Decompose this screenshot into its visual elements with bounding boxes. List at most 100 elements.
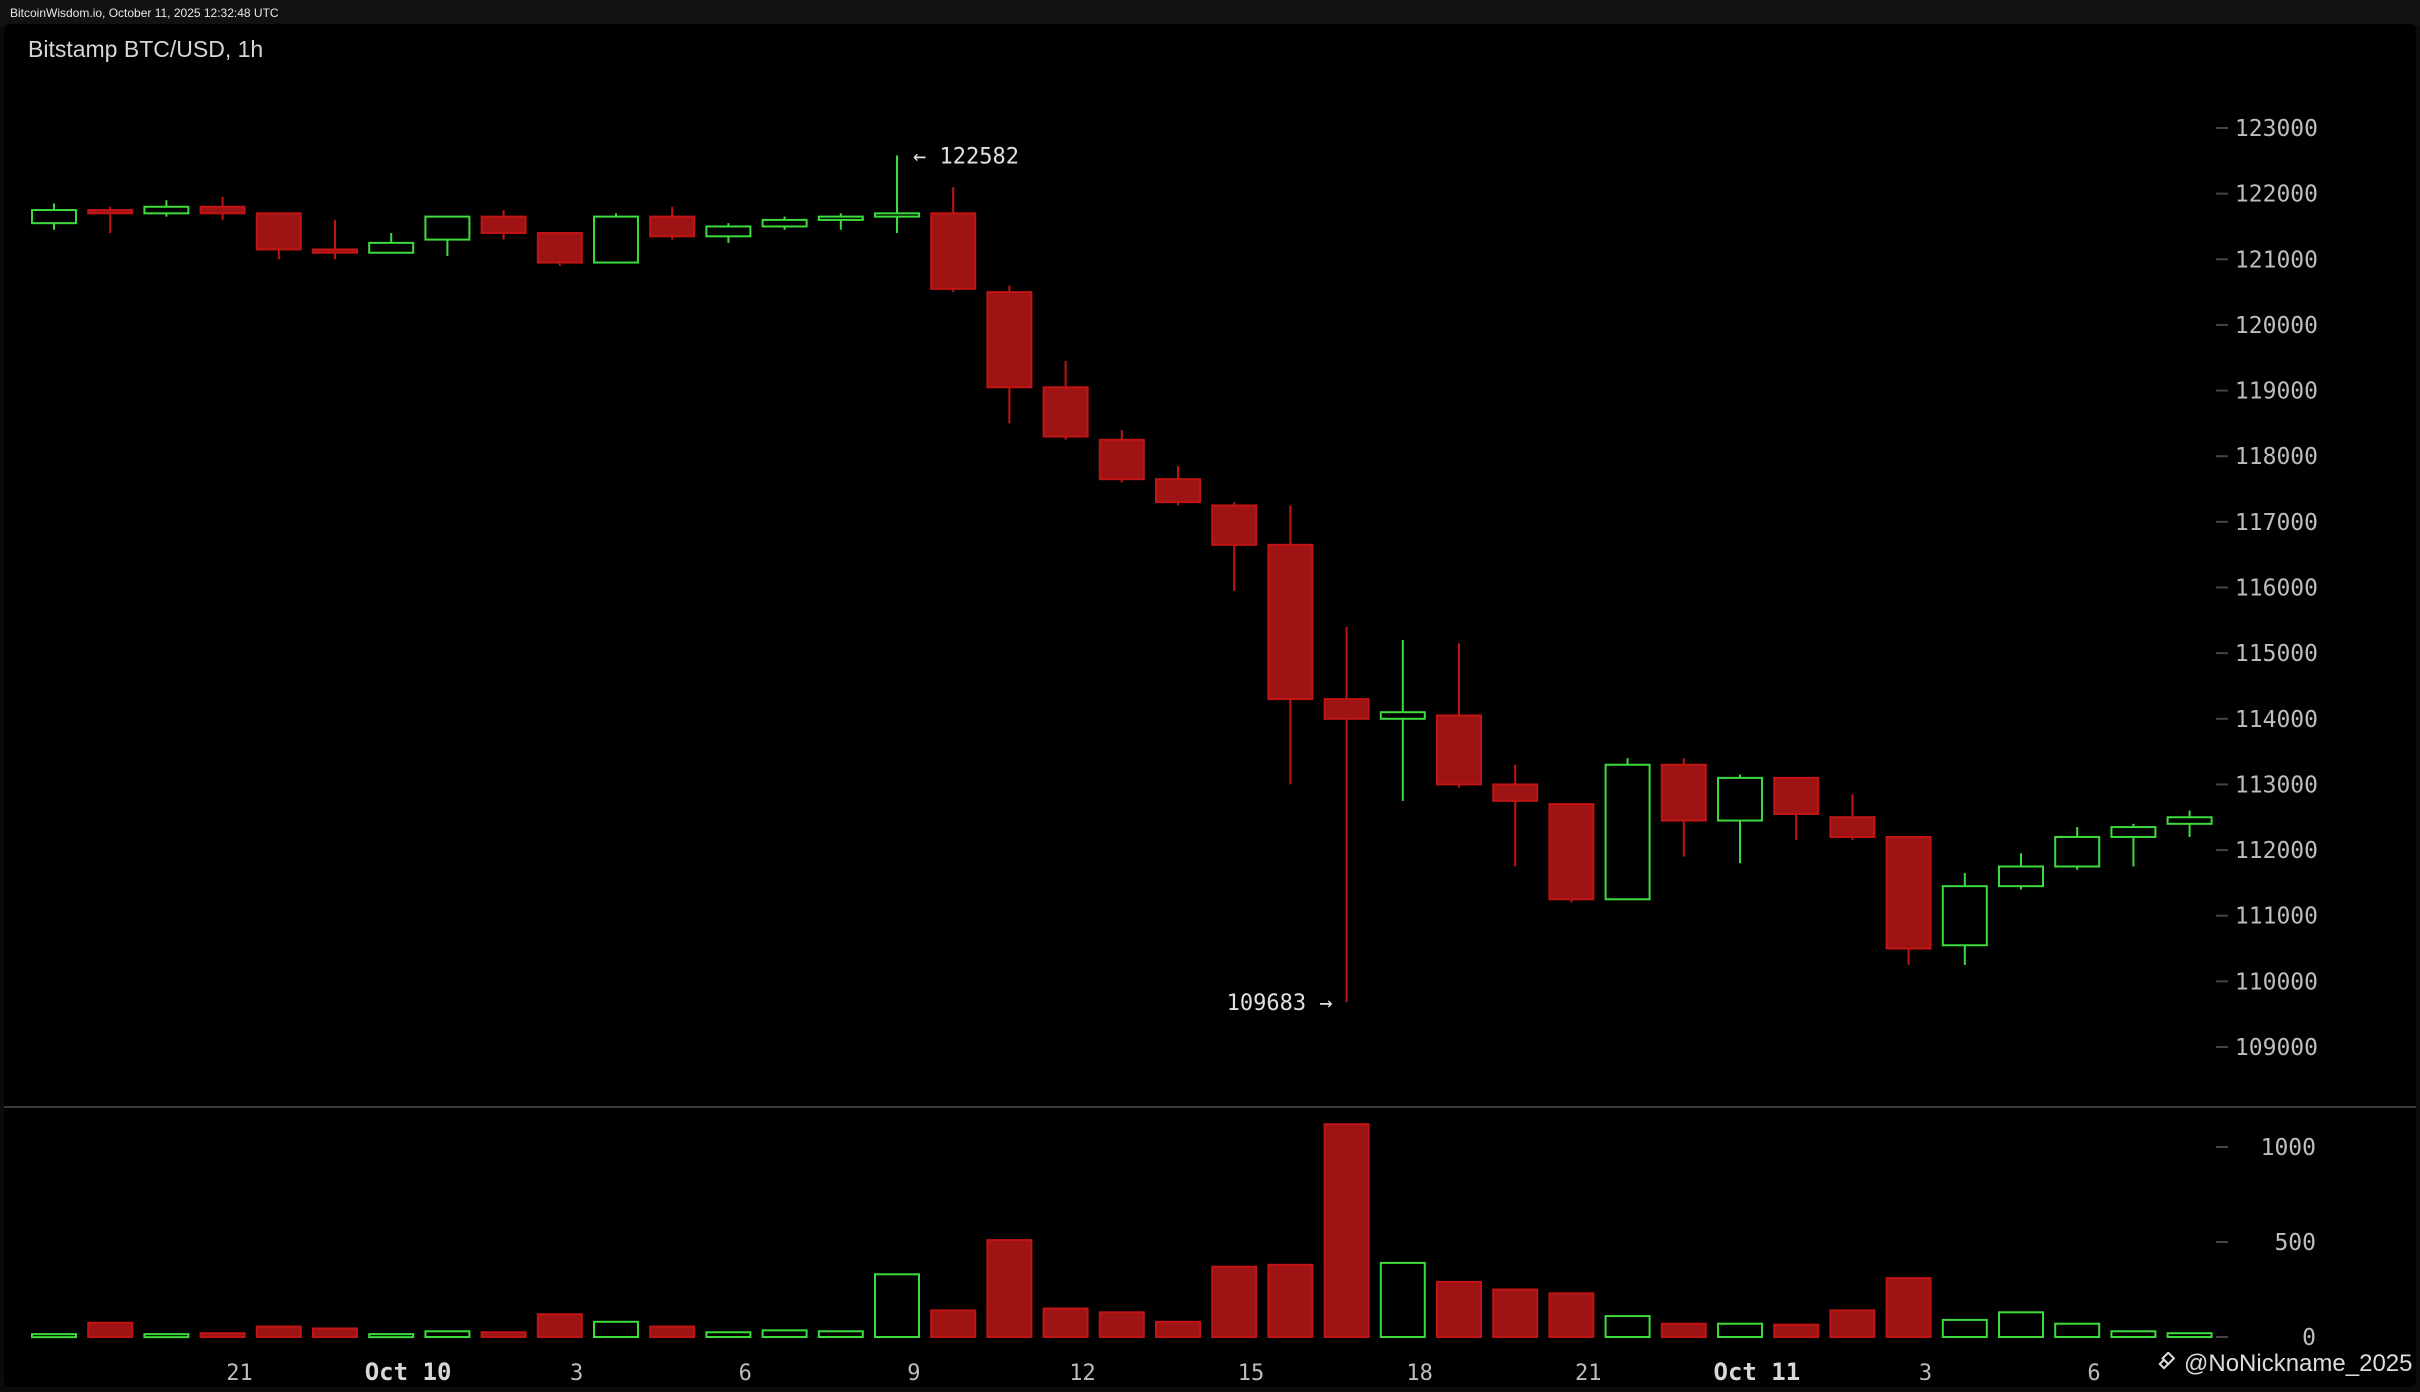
time-tick-label: 9 — [907, 1361, 920, 1386]
volume-bar — [424, 1330, 471, 1339]
volume-bar — [312, 1327, 358, 1338]
volume-bar — [1548, 1292, 1595, 1339]
candle-body — [2166, 816, 2213, 825]
volume-bar — [1042, 1307, 1089, 1338]
candle — [1267, 505, 1314, 785]
chart-title: Bitstamp BTC/USD, 1h — [28, 36, 264, 62]
volume-bar — [2054, 1322, 2101, 1338]
volume-bar — [1773, 1323, 1820, 1339]
candle — [874, 155, 920, 234]
candle-body — [1379, 711, 1426, 720]
price-tick-label: 123000 — [2235, 116, 2318, 142]
candle — [1436, 643, 1482, 788]
candle-body — [593, 215, 639, 264]
candle — [424, 215, 471, 257]
annotations: ← 122582 109683 → — [913, 144, 1333, 1016]
price-annotation: ← 122582 — [913, 144, 1019, 169]
candle — [87, 206, 134, 234]
candle-body — [1042, 386, 1089, 438]
candle — [1098, 429, 1145, 483]
volume-bar — [255, 1325, 302, 1339]
volume-bar — [199, 1332, 246, 1338]
price-axis: 109000 110000 111000 112000 113000 114000 1150… — [2216, 116, 2318, 1061]
volume-bar — [1941, 1318, 1988, 1339]
volume-tick-label: 0 — [2302, 1325, 2316, 1351]
candle-body — [424, 215, 471, 241]
candle-body — [1885, 835, 1932, 950]
volume-bar — [930, 1309, 977, 1339]
candle-body — [761, 218, 808, 228]
time-tick-label: Oct 11 — [1714, 1358, 1801, 1386]
candle-body — [817, 215, 864, 221]
candle-body — [1998, 865, 2044, 888]
candle-body — [199, 205, 246, 215]
candle — [2166, 810, 2213, 837]
candle-body — [1660, 763, 1707, 822]
candle-body — [480, 215, 527, 235]
candle — [1717, 774, 1763, 864]
candle-body — [1492, 783, 1539, 802]
price-tick-label: 118000 — [2235, 444, 2318, 470]
candle-body — [312, 248, 358, 254]
time-tick-label: 12 — [1069, 1361, 1096, 1386]
candle-body — [31, 209, 77, 225]
candle-body — [1604, 763, 1651, 901]
candle-body — [874, 212, 920, 218]
time-tick-label: 21 — [1575, 1361, 1602, 1386]
candle — [536, 232, 583, 266]
candle-body — [1323, 698, 1370, 720]
volume-bar — [536, 1313, 583, 1338]
candle — [705, 223, 752, 243]
candle — [1492, 764, 1539, 867]
price-tick-label: 111000 — [2235, 904, 2318, 930]
time-tick-label: 15 — [1238, 1361, 1265, 1386]
candle — [1548, 803, 1595, 903]
candle — [312, 219, 358, 260]
watermark-text: @NoNickname_2025 — [2184, 1350, 2413, 1377]
volume-bar — [1267, 1263, 1314, 1339]
volume-bar — [705, 1331, 752, 1338]
candle — [199, 196, 246, 220]
candle — [255, 212, 302, 260]
volume-bar — [817, 1330, 864, 1339]
candle — [2054, 827, 2101, 870]
volume-bar — [1155, 1320, 1201, 1339]
price-tick-label: 112000 — [2235, 838, 2318, 864]
price-tick-label: 121000 — [2235, 247, 2318, 273]
candle — [1941, 873, 1988, 965]
volume-bar — [1717, 1322, 1763, 1338]
price-tick-label: 110000 — [2235, 969, 2318, 995]
price-tick-label: 119000 — [2235, 379, 2318, 405]
candle-body — [930, 212, 977, 290]
volume-bar — [1604, 1315, 1651, 1338]
volume-bar — [1492, 1288, 1539, 1338]
binance-square-icon — [2158, 1352, 2176, 1370]
candle — [986, 285, 1033, 424]
volume-bar — [143, 1333, 190, 1339]
candle — [1885, 835, 1932, 965]
candle — [1829, 794, 1876, 841]
volume-bar — [874, 1273, 920, 1339]
volume-bar — [1660, 1322, 1707, 1338]
candle-body — [1155, 478, 1201, 504]
candle-body — [368, 241, 415, 254]
candle-body — [2110, 826, 2157, 838]
time-tick-label: Oct 10 — [365, 1358, 452, 1386]
volume-bar — [1885, 1277, 1932, 1338]
candle-body — [1548, 803, 1595, 901]
candle — [31, 203, 77, 230]
candle — [1211, 502, 1258, 591]
time-tick-label: 3 — [570, 1361, 583, 1386]
volume-bar — [1436, 1280, 1482, 1339]
candle — [930, 187, 977, 293]
candle-body — [1773, 776, 1820, 815]
candle-body — [1829, 816, 1876, 838]
volume-bar — [2110, 1330, 2157, 1339]
time-axis: 21 Oct 10 3 6 9 12 15 18 21 Oct 11 3 6 — [226, 1358, 2100, 1386]
candle — [1042, 361, 1089, 440]
volume-bar — [1829, 1309, 1876, 1339]
candle-body — [2054, 835, 2101, 868]
volume-bar — [593, 1320, 639, 1339]
candle — [1379, 640, 1426, 801]
